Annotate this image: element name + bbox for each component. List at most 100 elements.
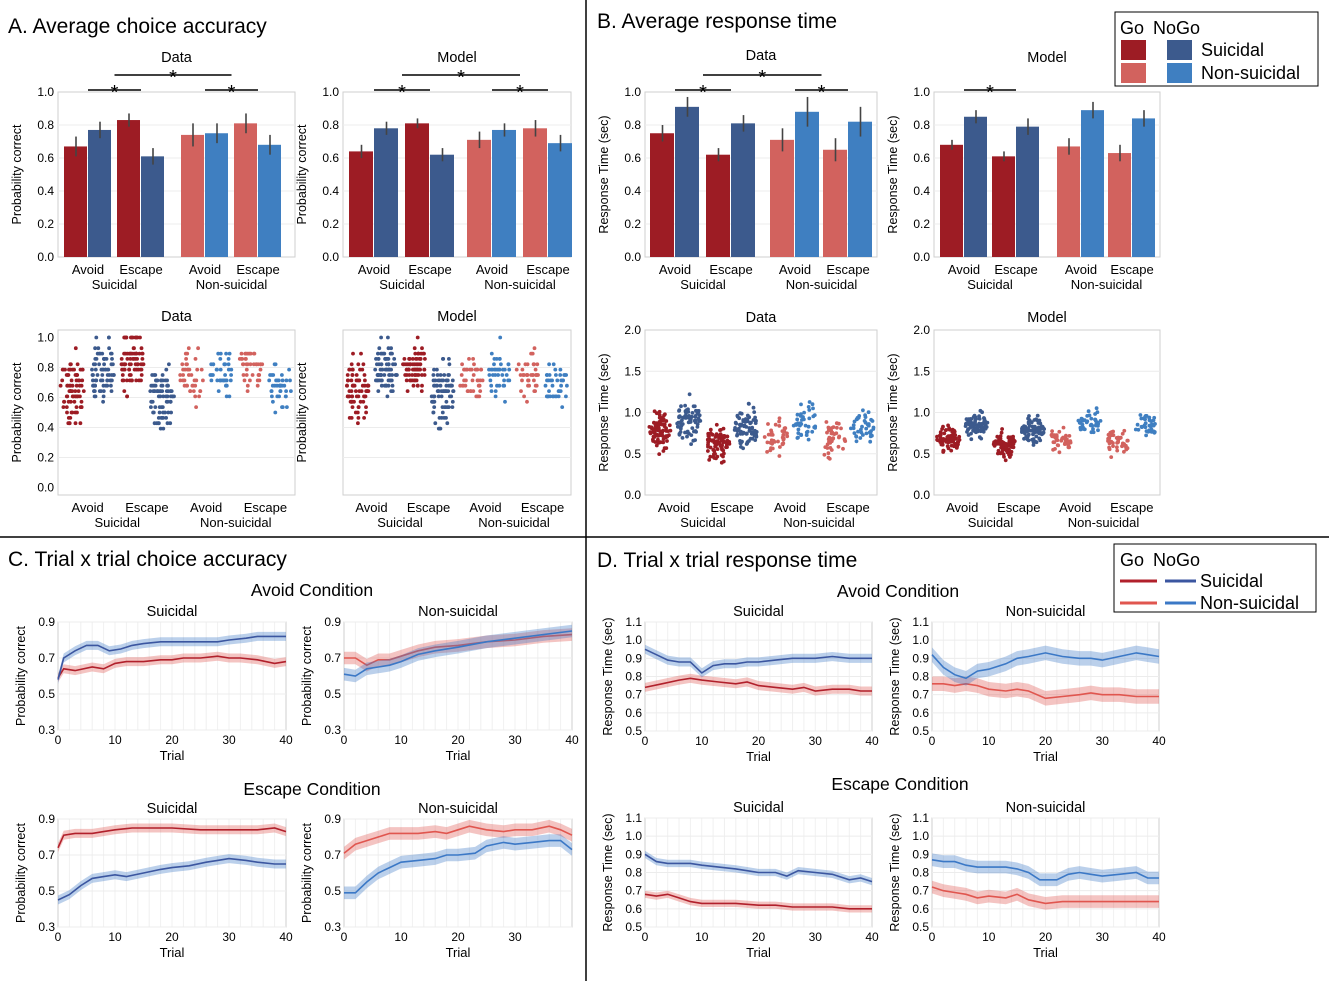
a-swarm-data-point	[81, 389, 86, 393]
a-swarm-model-point	[525, 399, 529, 404]
b-swarm-model-point	[945, 444, 950, 449]
d-escape-suicidal-nogo-line	[644, 853, 873, 883]
a-bar-data-group-label-suicidal: Suicidal	[92, 277, 138, 292]
b-swarm-data-point	[778, 445, 782, 449]
a-swarm-data-point	[109, 383, 113, 388]
b-swarm-model-point	[1153, 422, 1157, 426]
legend-bottom-nogo-label: NoGo	[1153, 550, 1200, 570]
b-swarm-data-point	[697, 419, 702, 423]
a-swarm-data-point	[125, 357, 130, 361]
b-swarm-data-point	[806, 437, 811, 442]
a-swarm-data-point	[270, 394, 274, 399]
b-swarm-model-point	[1125, 438, 1130, 443]
b-swarm-model-point	[1038, 438, 1043, 443]
b-swarm-data-point	[651, 439, 655, 443]
d-escape-nonsuicidal-x-tick-label: 20	[1039, 930, 1053, 944]
a-swarm-data-point	[169, 410, 174, 415]
a-swarm-data-point	[260, 362, 265, 367]
b-swarm-data-point	[710, 438, 714, 443]
d-avoid-nonsuicidal-x-axis-label: Trial	[1033, 749, 1058, 764]
a-swarm-model-point	[442, 373, 447, 377]
a-swarm-data-point	[159, 378, 164, 383]
b-swarm-data-point	[714, 432, 719, 436]
b-swarm-model-point	[1062, 442, 1067, 446]
legend-top-nogo-nonsuicidal-swatch	[1167, 63, 1192, 83]
a-swarm-model-point	[416, 373, 421, 377]
d-avoid-nonsuicidal-y-tick-label: 0.7	[912, 688, 929, 702]
a-swarm-model-point	[469, 367, 474, 372]
b-swarm-data-point	[765, 440, 770, 445]
b-bar-data-x-tick-label: Escape	[709, 262, 752, 277]
b-swarm-data-point	[695, 422, 700, 426]
a-bar-model-y-tick-label: 0.6	[322, 151, 339, 165]
a-swarm-data-point	[161, 416, 166, 420]
c-avoid-nonsuicidal-x-tick-label: 20	[451, 733, 465, 747]
b-swarm-data-point	[649, 425, 654, 430]
a-swarm-data-point	[180, 362, 185, 367]
a-swarm-data-y-tick-label: 1.0	[37, 331, 54, 345]
a-swarm-data-point	[228, 378, 233, 383]
b-bar-data-x-tick-label: Escape	[826, 262, 869, 277]
c-escape-nonsuicidal-y-tick-label: 0.9	[324, 812, 341, 826]
a-swarm-model-point	[376, 389, 381, 393]
b-swarm-data-point	[839, 426, 843, 431]
b-swarm-data-point	[735, 432, 740, 437]
a-swarm-data-point	[184, 362, 189, 367]
legend-bottom-frame	[1113, 543, 1317, 613]
b-swarm-data-point	[676, 424, 680, 429]
b-swarm-model-point	[1111, 444, 1115, 448]
a-swarm-model-point	[550, 383, 555, 388]
c-avoid-suicidal-nogo-line	[57, 635, 286, 680]
a-swarm-model-point	[347, 367, 352, 372]
a-swarm-data-point	[223, 362, 228, 367]
a-swarm-model-point	[468, 389, 473, 393]
a-swarm-model-point	[420, 383, 424, 388]
a-swarm-model-point	[351, 351, 355, 356]
a-swarm-data-point	[160, 373, 165, 377]
b-swarm-model-x-tick-label: Escape	[997, 500, 1040, 515]
b-swarm-model-point	[1135, 422, 1140, 427]
b-swarm-model-point	[1139, 416, 1144, 421]
condition-title-c-avoid: Avoid Condition	[251, 580, 373, 600]
a-swarm-data-point	[276, 378, 281, 383]
a-swarm-model-point	[558, 367, 563, 372]
a-swarm-data-point	[73, 394, 78, 399]
a-swarm-data-point	[255, 383, 260, 388]
a-swarm-data-point	[181, 378, 185, 383]
b-swarm-data-point	[791, 423, 796, 428]
a-swarm-data-point	[195, 367, 200, 372]
a-swarm-data-point	[100, 378, 105, 383]
a-bar-model-significance-marker: *	[457, 67, 465, 89]
b-swarm-data-point	[861, 433, 865, 437]
b-swarm-model-point	[953, 441, 957, 446]
b-swarm-model-point	[1147, 416, 1152, 420]
a-swarm-model-point	[519, 389, 523, 393]
a-swarm-model-point	[534, 383, 539, 388]
c-avoid-suicidal-go-line	[57, 655, 287, 679]
a-bar-model-bar	[349, 151, 373, 257]
b-bar-data-group-label-suicidal: Suicidal	[680, 277, 726, 292]
b-swarm-model-point	[1096, 428, 1100, 433]
b-swarm-model-point	[979, 427, 984, 431]
b-swarm-model-point	[1061, 425, 1066, 430]
d-escape-nonsuicidal-y-tick-label: 0.7	[912, 884, 929, 898]
b-swarm-data-point	[733, 426, 737, 430]
b-swarm-data-point	[677, 420, 682, 425]
b-swarm-model-point	[946, 436, 950, 441]
a-swarm-model-point	[373, 367, 378, 372]
a-swarm-data-point	[148, 389, 153, 393]
b-swarm-data-point	[800, 418, 804, 422]
a-swarm-data-point	[166, 410, 171, 415]
a-swarm-data-point	[164, 389, 169, 393]
a-swarm-model-point	[544, 394, 549, 399]
b-swarm-data-point	[811, 414, 816, 419]
b-swarm-model-point	[1116, 438, 1121, 443]
b-swarm-data-point	[852, 419, 857, 424]
c-escape-suicidal-y-tick-label: 0.3	[38, 920, 55, 934]
a-swarm-model-chart: Model Probability correct Avoid Escape Avoid…	[295, 309, 572, 530]
a-bar-model-y-tick-label: 0.0	[322, 250, 339, 264]
b-swarm-data-point	[802, 410, 806, 415]
b-swarm-data-y-tick-label: 1.5	[624, 364, 641, 378]
c-escape-nonsuicidal-y-tick-label: 0.7	[324, 848, 341, 862]
a-swarm-data-point	[214, 367, 219, 372]
